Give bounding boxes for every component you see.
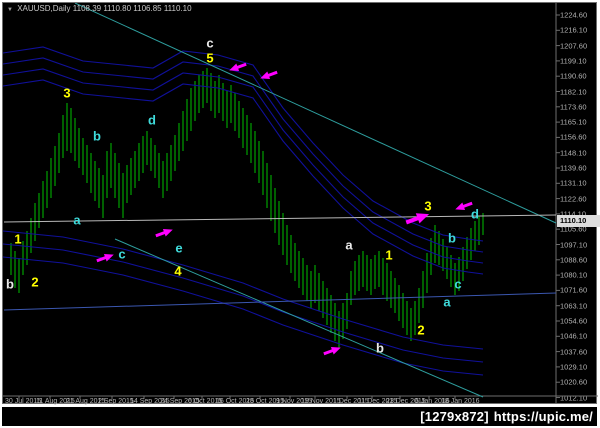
ma-ribbon-line-upper [3, 57, 484, 253]
wave-label[interactable]: 5 [206, 50, 214, 66]
horizontal-silver-trendline[interactable] [3, 214, 557, 223]
price-axis-label: 1097.10 [560, 240, 588, 249]
price-axis-label: 1029.10 [560, 362, 588, 372]
date-axis-label: 21 Aug 2015 [66, 398, 106, 405]
current-price-box: 1110.10 [557, 215, 600, 227]
wave-label[interactable]: 1 [385, 247, 393, 263]
date-axis-label: 11 Aug 2015 [36, 398, 75, 405]
watermark-resolution: [1279x872] [420, 409, 489, 424]
wave-label[interactable]: a [73, 212, 81, 228]
date-axis-label: 14 Sep 2015 [130, 398, 170, 405]
upper-channel-trendline[interactable] [74, 3, 557, 224]
price-axis-label: 1199.10 [560, 56, 587, 66]
lower-blue-trendline[interactable] [3, 292, 557, 311]
date-axis-label: 16 Oct 2015 [216, 398, 255, 405]
date-axis-label: 24 Sep 2015 [160, 398, 200, 405]
buy-arrow-icon[interactable] [322, 344, 342, 358]
price-axis-label: 1080.10 [560, 270, 588, 280]
price-axis-label: 1012.10 [560, 393, 588, 402]
date-axis-label: 18 Jan 2016 [441, 398, 480, 405]
price-axis-label: 1148.10 [560, 148, 587, 158]
buy-arrow-icon[interactable] [154, 226, 174, 240]
watermark-bar: [1279x872] https://upic.me/ [2, 407, 597, 426]
price-axis-label: 1156.60 [560, 132, 587, 142]
wave-label[interactable]: 3 [63, 85, 71, 101]
wave-label[interactable]: b [448, 230, 456, 246]
date-axis-label: 6 Oct 2015 [188, 398, 223, 405]
sell-arrow-icon[interactable] [259, 68, 279, 82]
price-axis-label: 1037.60 [560, 347, 588, 357]
date-axis-label: 9 Nov 2015 [276, 398, 312, 405]
watermark-url[interactable]: https://upic.me/ [493, 409, 593, 424]
price-axis-label: 1071.60 [560, 285, 588, 295]
price-axis-label: 1190.60 [560, 71, 587, 81]
wave-label[interactable]: a [345, 237, 353, 253]
price-axis-label: 1088.60 [560, 255, 588, 265]
wave-label[interactable]: c [206, 35, 214, 51]
date-axis-label: 19 Nov 2015 [301, 398, 341, 405]
sell-arrow-icon[interactable] [454, 199, 474, 213]
chart-ohlc-readout: 1108.39 1110.80 1106.85 1110.10 [72, 4, 192, 13]
wave-label[interactable]: c [118, 246, 126, 262]
date-axis-label: 2 Sep 2015 [98, 398, 134, 405]
ma-ribbon-line-lower [3, 256, 484, 376]
chart-symbol-timeframe: XAUUSD,Daily [17, 4, 71, 13]
wave-label[interactable]: d [148, 112, 156, 128]
price-axis-label: 1122.60 [560, 194, 587, 204]
chart-title: ▼ XAUUSD,Daily 1108.39 1110.80 1106.85 1… [7, 4, 192, 13]
date-axis-label: 6 Jan 2016 [415, 398, 450, 405]
ma-ribbon-line-upper [3, 46, 484, 242]
date-axis-label: 1 Dec 2015 [333, 398, 369, 405]
buy-arrow-icon[interactable] [404, 209, 431, 227]
date-axis-label: 11 Dec 2015 [358, 398, 398, 405]
wave-label[interactable]: b [6, 276, 14, 292]
wave-label[interactable]: 3 [424, 198, 432, 214]
wave-label[interactable]: 1 [14, 231, 22, 247]
chart-window[interactable]: ▼ XAUUSD,Daily 1108.39 1110.80 1106.85 1… [2, 2, 600, 405]
wave-label[interactable]: e [175, 240, 183, 256]
buy-arrow-icon[interactable] [95, 251, 115, 265]
price-axis-label: 1139.60 [560, 163, 587, 173]
ma-ribbon-line-upper [3, 68, 484, 264]
price-axis-label: 1207.60 [560, 41, 588, 51]
price-axis-label: 1173.60 [560, 102, 587, 112]
price-axis-label: 1114.10 [560, 209, 586, 219]
price-axis-label: 1165.10 [560, 117, 587, 127]
wave-label[interactable]: c [454, 276, 462, 292]
date-axis-label: 30 Jul 2015 [5, 398, 42, 405]
price-axis-label: 1020.60 [560, 377, 588, 387]
sell-arrow-icon[interactable] [228, 60, 248, 74]
ma-ribbon-line-upper [3, 79, 484, 275]
wave-label[interactable]: d [471, 206, 479, 222]
wave-label[interactable]: b [376, 340, 384, 356]
ma-ribbon-line-lower [3, 230, 484, 350]
price-axis-label: 1216.10 [560, 25, 588, 35]
wave-label[interactable]: 2 [417, 322, 425, 338]
date-axis-label: 28 Oct 2015 [246, 398, 285, 405]
wave-label[interactable]: a [443, 294, 451, 310]
price-axis-label: 1105.60 [560, 224, 587, 234]
wave-label[interactable]: 2 [31, 274, 39, 290]
price-axis-label: 1182.10 [560, 87, 587, 96]
price-axis-label: 1046.10 [560, 331, 588, 341]
wave-label[interactable]: 4 [174, 263, 182, 279]
plot-area[interactable] [3, 3, 599, 403]
ma-ribbon-line-lower [3, 243, 484, 363]
price-axis-label: 1063.10 [560, 301, 588, 311]
price-axis-label: 1131.10 [560, 178, 587, 188]
chart-dropdown-icon: ▼ [7, 7, 13, 13]
date-axis-label: 23 Dec 2015 [386, 398, 426, 405]
price-axis-label: 1224.60 [560, 10, 588, 20]
lower-channel-trendline[interactable] [114, 238, 484, 398]
price-axis-label: 1054.60 [560, 316, 588, 326]
wave-label[interactable]: b [93, 128, 101, 144]
